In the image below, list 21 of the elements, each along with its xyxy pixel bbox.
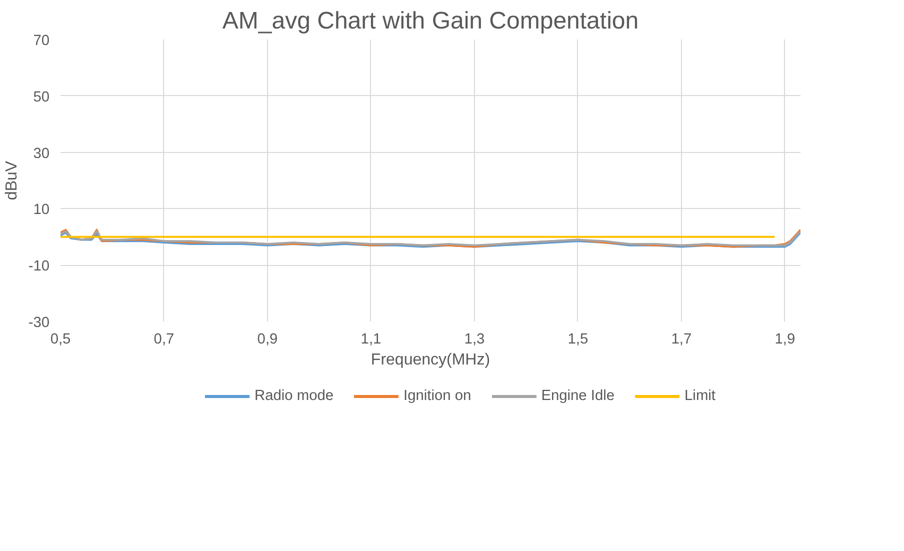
legend-label: Limit xyxy=(684,388,716,404)
y-tick-label: -30 xyxy=(28,315,50,331)
x-tick-label: 0,5 xyxy=(50,332,71,348)
x-tick-label: 0,7 xyxy=(154,332,174,348)
y-tick-label: -10 xyxy=(28,258,50,275)
y-tick-label: 30 xyxy=(33,146,50,162)
x-tick-label: 0,9 xyxy=(257,332,278,348)
x-tick-label: 1,1 xyxy=(360,332,382,348)
x-tick-label: 1,3 xyxy=(464,332,485,348)
x-tick-label: 1,5 xyxy=(568,332,588,348)
y-axis-title: dBuV xyxy=(3,160,20,200)
legend-label: Engine Idle xyxy=(541,388,615,404)
y-tick-label: 50 xyxy=(33,89,50,106)
x-axis-title: Frequency(MHz) xyxy=(370,352,490,368)
legend-label: Ignition on xyxy=(404,388,472,404)
x-tick-label: 1,7 xyxy=(671,332,692,348)
legend-label: Radio mode xyxy=(254,388,334,404)
y-tick-label: 70 xyxy=(33,33,50,49)
chart-title: AM_avg Chart with Gain Compentation xyxy=(222,8,639,34)
y-tick-label: 10 xyxy=(33,202,50,218)
x-tick-label: 1,9 xyxy=(774,332,796,348)
